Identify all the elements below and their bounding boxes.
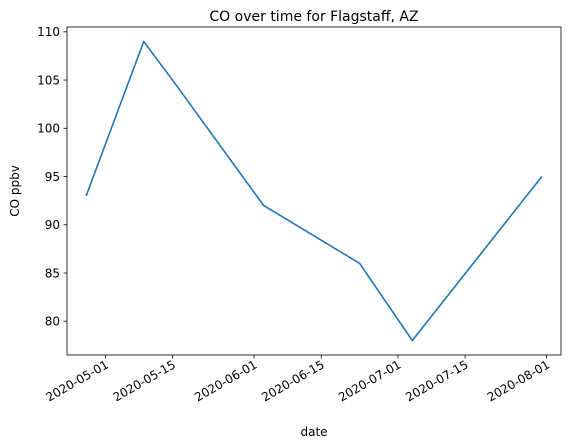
y-axis-ticks: 80 85 90 95 100 105 110 (37, 25, 67, 329)
x-axis-ticks: 2020-05-01 2020-05-15 2020-06-01 2020-06-15… (43, 355, 552, 404)
y-tick-label: 85 (45, 266, 60, 280)
chart-title: CO over time for Flagstaff, AZ (209, 9, 418, 25)
x-tick-label: 2020-06-01 (192, 357, 259, 404)
plot-frame (66, 26, 562, 356)
y-tick-label: 95 (45, 170, 60, 184)
plot-area (67, 27, 561, 355)
y-tick-label: 110 (37, 25, 60, 39)
y-tick-label: 105 (37, 73, 60, 87)
x-tick-label: 2020-05-15 (111, 357, 178, 404)
y-tick-label: 80 (45, 315, 60, 329)
x-tick-label: 2020-08-01 (485, 357, 552, 404)
x-tick-label: 2020-06-15 (259, 357, 326, 404)
y-axis-label: CO ppbv (8, 165, 22, 217)
series-line (85, 40, 543, 342)
y-tick-label: 100 (37, 122, 60, 136)
x-tick-label: 2020-07-15 (403, 357, 470, 404)
y-tick-label: 90 (45, 218, 60, 232)
x-tick-label: 2020-07-01 (336, 357, 403, 404)
x-axis-label: date (300, 425, 327, 439)
x-tick-label: 2020-05-01 (43, 357, 110, 404)
